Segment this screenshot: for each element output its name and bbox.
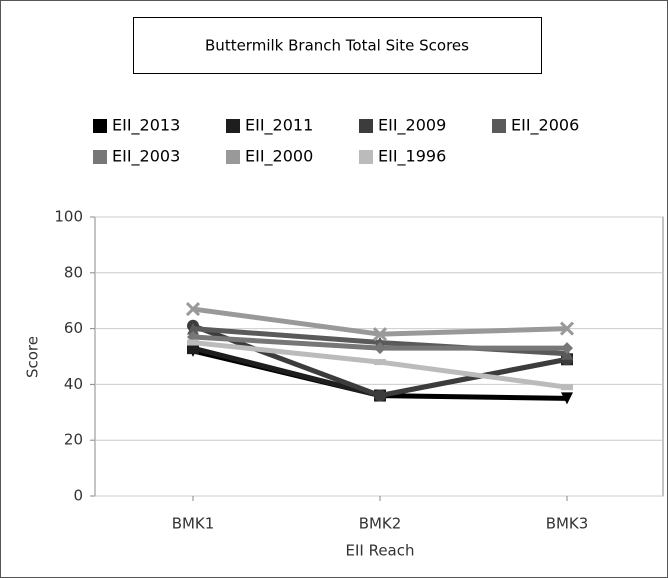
legend-label: EII_2009 [378, 116, 446, 136]
legend-swatch [93, 150, 107, 164]
y-tick-label: 20 [64, 431, 83, 449]
legend-label: EII_2000 [245, 147, 313, 167]
plot-area [94, 216, 664, 497]
legend-swatch [359, 150, 373, 164]
x-axis-label: EII Reach [345, 542, 414, 560]
legend-label: EII_2011 [245, 116, 313, 136]
x-tick-label: BMK3 [546, 515, 589, 533]
y-tick-label: 100 [54, 208, 83, 226]
marker [372, 327, 388, 342]
y-tick-label: 40 [64, 375, 83, 393]
marker [187, 339, 199, 346]
marker [374, 359, 386, 366]
legend-label: EII_2013 [112, 116, 180, 136]
marker [561, 342, 573, 355]
marker [559, 321, 575, 336]
y-tick-label: 60 [64, 319, 83, 337]
legend-label: EII_1996 [378, 147, 446, 167]
y-axis-label: Score [24, 336, 42, 378]
marker [561, 392, 573, 405]
marker [374, 389, 386, 402]
y-tick-label: 0 [73, 487, 83, 505]
marker [374, 342, 386, 355]
legend-swatch [93, 119, 107, 133]
y-tick-label: 80 [64, 263, 83, 281]
legend-label: EII_2003 [112, 147, 180, 167]
legend-swatch [492, 119, 506, 133]
x-tick-label: BMK1 [172, 515, 215, 533]
title-box [133, 17, 542, 74]
legend-swatch [226, 150, 240, 164]
legend-swatch [359, 119, 373, 133]
chart-title: Buttermilk Branch Total Site Scores [205, 37, 469, 55]
legend-swatch [226, 119, 240, 133]
marker [185, 302, 201, 317]
legend-label: EII_2006 [511, 116, 579, 136]
x-tick-label: BMK2 [359, 515, 402, 533]
marker [187, 322, 199, 335]
marker [561, 384, 573, 391]
